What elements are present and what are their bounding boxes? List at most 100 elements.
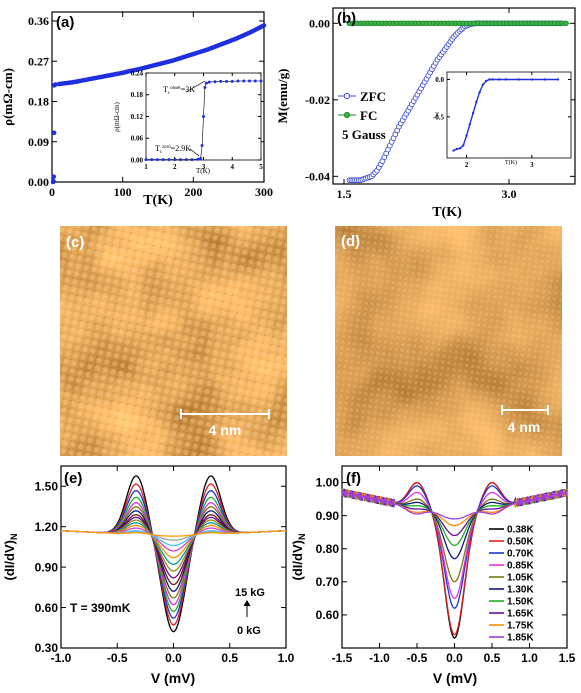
inset-y-axis-label: χ	[434, 109, 439, 118]
x-tick-label: 1	[144, 163, 148, 171]
onset-annotation-sup: onset	[170, 86, 181, 91]
zero-annotation-c: c	[160, 150, 163, 155]
x-tick-label: -0.5	[407, 651, 428, 665]
inset-data-point	[225, 79, 228, 83]
inset-data-point	[504, 78, 507, 81]
y-tick-label: -0.04	[305, 170, 330, 184]
y-tick-label: 0.70	[316, 575, 340, 589]
onset-annotation-value: =3K	[181, 85, 196, 94]
stm-atomic-lattice	[335, 226, 562, 456]
y-axis-label: ρ(mΩ-cm)	[0, 68, 15, 126]
y-tick-label: 1.00	[316, 476, 340, 490]
y-tick-label: 0.00	[131, 156, 144, 164]
y-tick-label: 0.00	[28, 175, 49, 189]
inset-data-point	[199, 157, 203, 161]
x-tick-label: 5	[259, 163, 263, 171]
x-axis-label: T(K)	[432, 205, 462, 220]
legend-label: 1.85K	[507, 633, 534, 644]
y-tick-label: 0.18	[131, 91, 144, 99]
zero-annotation-t: T	[155, 144, 160, 153]
spectrum-line	[60, 524, 287, 559]
legend-marker-fc	[343, 111, 351, 119]
legend-label: 1.05K	[507, 573, 534, 584]
inset-data-point	[213, 80, 217, 84]
y-tick-label: -0.5	[433, 113, 445, 121]
scale-bar-label: 4 nm	[209, 422, 242, 438]
inset-x-axis-label: T(K)	[505, 159, 517, 166]
y-tick-label: 0.80	[316, 542, 340, 556]
data-point	[53, 82, 58, 87]
legend: ZFC FC 5 Gauss	[338, 89, 386, 142]
y-tick-label: 0.27	[28, 54, 49, 68]
x-tick-label: 1.0	[521, 651, 538, 665]
x-tick-label: 3	[530, 161, 534, 169]
spectrum-line	[60, 514, 287, 586]
y-axis-label: M(emu/g)	[275, 69, 290, 124]
x-tick-label: 100	[114, 185, 132, 199]
legend-label: 0.85K	[507, 561, 534, 572]
inset-data-point	[204, 81, 208, 85]
y-tick-label: -0.02	[305, 93, 330, 107]
inset-data-point	[498, 78, 501, 81]
x-tick-label: 1.0	[278, 651, 295, 665]
x-tick-label: 2	[173, 163, 177, 171]
inset-data-point	[462, 144, 465, 147]
inset-data-point	[471, 111, 475, 115]
inset-data-point	[236, 79, 240, 83]
zero-annotation-arrow	[189, 148, 200, 157]
inset-data-point	[488, 78, 491, 81]
panel-label: (d)	[341, 233, 360, 250]
x-tick-label: 2	[465, 161, 469, 169]
inset-data-point	[556, 78, 560, 81]
x-tick-label: 1.5	[337, 187, 352, 201]
panel-label: (f)	[346, 470, 361, 487]
y-tick-label: 1.50	[35, 479, 59, 493]
x-tick-label: 0	[49, 185, 55, 199]
x-tick-label: -0.5	[107, 651, 128, 665]
zero-annotation-sup: zero	[162, 145, 171, 150]
panel-label: (b)	[337, 10, 356, 27]
spectrum-line	[60, 490, 287, 619]
inset-data-point	[230, 79, 234, 83]
inset-data-point	[530, 78, 534, 81]
inset-data-point	[517, 78, 520, 81]
inset-data-point	[179, 158, 182, 162]
x-axis-label: V (mV)	[433, 670, 477, 686]
y-tick-label: 0.18	[28, 95, 49, 109]
panel-b-magnetization: 1.5 3.00.00-0.02-0.04 2 30.0-0.5 (b) T(K) …	[275, 7, 576, 220]
y-tick-label: 0.36	[28, 14, 49, 28]
y-tick-label: 0.09	[28, 135, 49, 149]
y-tick-label: 0.90	[316, 509, 340, 523]
plot-frame	[332, 7, 576, 185]
spectrum-line	[60, 530, 287, 537]
inset-data-point	[248, 79, 251, 83]
legend-label-zfc: ZFC	[360, 89, 386, 104]
data-point	[261, 23, 267, 28]
y-tick-label: 0.60	[35, 601, 59, 615]
panel-c-stm-image: (c) 4 nm	[60, 226, 287, 456]
y-axis-label-subscript: N	[9, 534, 19, 541]
y-tick-label: 0.30	[35, 641, 59, 655]
inset-data-point	[452, 149, 455, 152]
data-point	[51, 174, 57, 179]
data-point	[51, 178, 56, 184]
plot-frame	[51, 11, 265, 183]
inset-data-point	[144, 158, 148, 162]
x-tick-label: -1.0	[51, 651, 72, 665]
y-tick-label: 0.00	[309, 17, 330, 31]
legend-label: 0.70K	[507, 549, 534, 560]
legend-label: 1.50K	[507, 597, 534, 608]
y-tick-label: 0.24	[131, 69, 144, 77]
onset-annotation-c: c	[168, 91, 171, 96]
inset-data-point	[200, 144, 204, 147]
panel-e-field-spectra: -1.0 -0.5 0.0 0.5 1.0 0.30 0.60 0.90 1.20 1.50 (e…	[2, 465, 295, 686]
legend-label-fc: FC	[360, 108, 377, 123]
x-tick-label: 0.0	[446, 651, 463, 665]
inset-data-point	[207, 80, 211, 84]
spectrum-line	[341, 488, 568, 520]
data-point-fc	[562, 20, 569, 27]
x-tick-label: 3	[202, 163, 206, 171]
y-tick-label: 0.60	[316, 608, 340, 622]
svg-text:Tconset=3K: Tconset=3K	[163, 85, 195, 96]
panel-a-resistivity: 0 100 200 300 0.00 0.09 0.18 0.27 0.36 1 2 3 4 5 0.00…	[0, 11, 273, 208]
